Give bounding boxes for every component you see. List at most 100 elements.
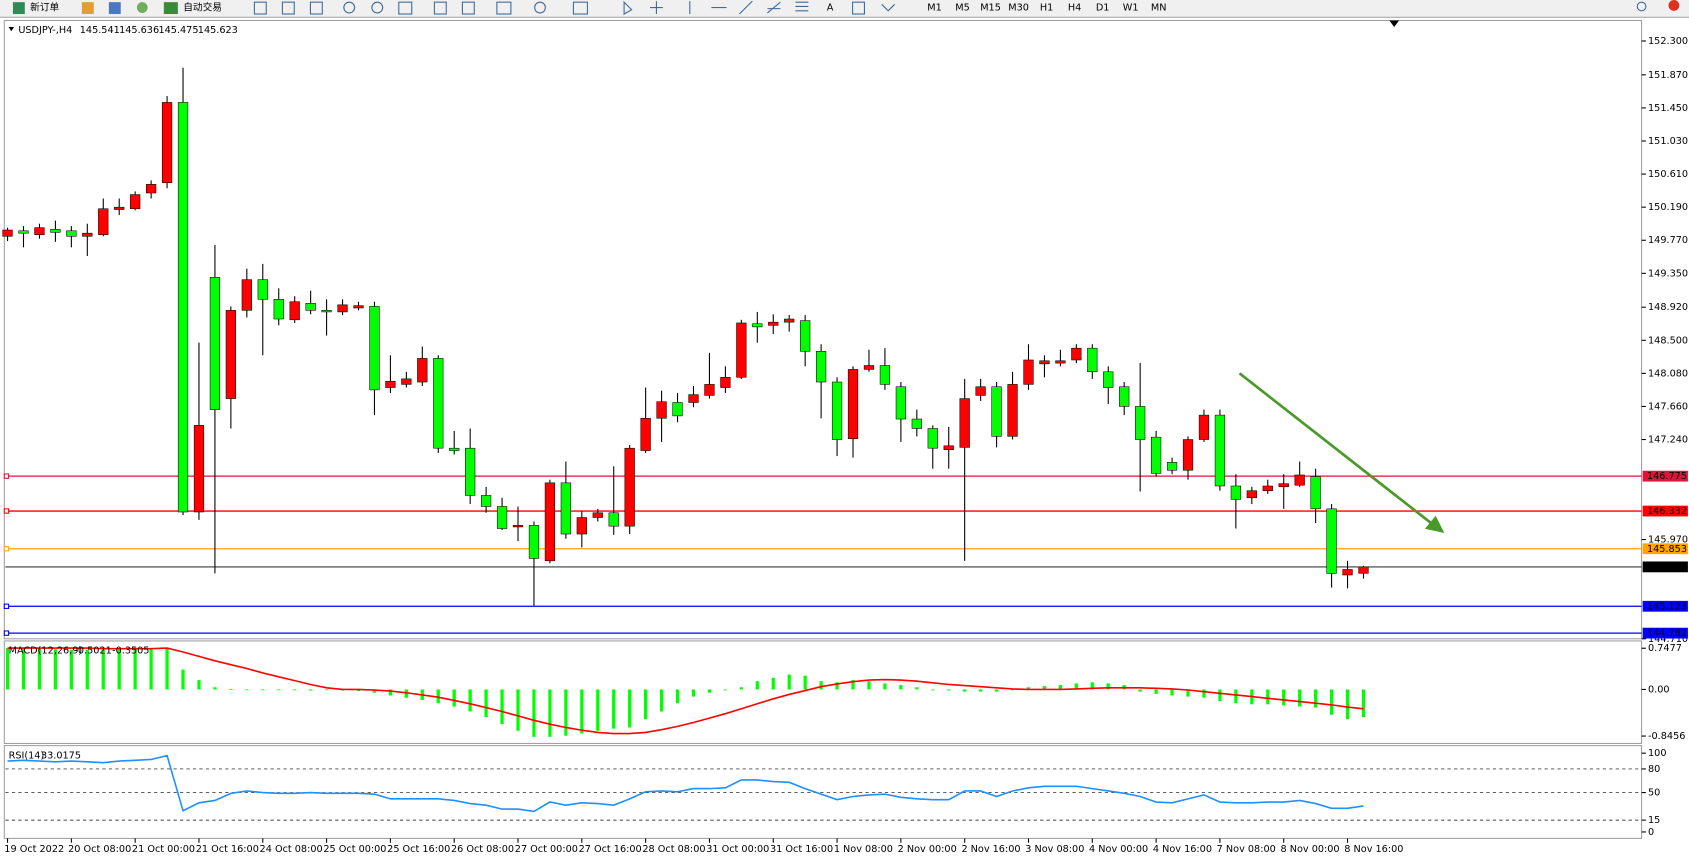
candle-body bbox=[1230, 485, 1241, 500]
candle-body bbox=[1150, 436, 1162, 474]
arrows-button[interactable] bbox=[881, 3, 896, 12]
y-tick-label: 0.00 bbox=[1648, 684, 1670, 695]
macd-bar bbox=[755, 681, 759, 690]
timeframe-button[interactable]: W1 bbox=[1123, 3, 1139, 14]
macd-bar bbox=[5, 648, 10, 690]
macd-bar bbox=[612, 689, 616, 729]
channel-button[interactable] bbox=[767, 1, 781, 14]
periods-button[interactable] bbox=[534, 1, 546, 14]
macd-bar bbox=[197, 680, 201, 690]
level-handle bbox=[3, 473, 10, 479]
macd-bar bbox=[644, 689, 648, 720]
indicators-button[interactable] bbox=[496, 1, 512, 15]
macd-bar bbox=[994, 689, 999, 692]
timeframe-button[interactable]: H1 bbox=[1040, 3, 1053, 14]
auto-trading-button[interactable]: 自动交易 bbox=[183, 1, 222, 14]
indicator-value: -0.3505 bbox=[112, 646, 149, 657]
candle-body bbox=[1214, 414, 1226, 487]
macd-bar bbox=[1361, 689, 1366, 718]
autoscroll-button[interactable] bbox=[433, 1, 447, 15]
trendline-button[interactable] bbox=[739, 0, 753, 15]
candle-body bbox=[1262, 485, 1273, 491]
search-button[interactable] bbox=[1636, 1, 1647, 12]
level-handle bbox=[3, 546, 10, 552]
candle-body bbox=[608, 512, 619, 527]
x-tick-label: 3 Nov 08:00 bbox=[1025, 844, 1084, 855]
new-order-button[interactable]: 新订单 bbox=[30, 1, 59, 14]
macd-bar bbox=[165, 647, 169, 690]
candle-body bbox=[1326, 508, 1337, 574]
label-button[interactable] bbox=[852, 1, 865, 15]
toolbar-icon[interactable] bbox=[136, 2, 148, 13]
candle-body bbox=[560, 482, 571, 535]
candle-body bbox=[66, 230, 77, 237]
x-tick-label: 25 Oct 16:00 bbox=[387, 844, 450, 855]
timeframe-button[interactable]: M5 bbox=[955, 3, 970, 14]
macd-bar bbox=[803, 675, 807, 690]
candle-body bbox=[847, 369, 859, 440]
crosshair-button[interactable] bbox=[649, 1, 663, 15]
level-price-label: 144.782 bbox=[1647, 628, 1687, 639]
line-chart-button[interactable] bbox=[309, 1, 323, 15]
macd-bar bbox=[1298, 689, 1302, 707]
tile-button[interactable] bbox=[398, 1, 413, 15]
candle-body bbox=[1182, 439, 1194, 471]
macd-bar bbox=[1026, 687, 1031, 690]
level-price-label: 146.332 bbox=[1647, 506, 1687, 517]
candle-body bbox=[831, 381, 843, 440]
macd-bar bbox=[899, 685, 903, 690]
templates-button[interactable] bbox=[572, 1, 588, 15]
toolbar bbox=[0, 0, 1689, 18]
zoom-out-button[interactable] bbox=[371, 1, 384, 14]
candle-chart-button[interactable] bbox=[281, 1, 295, 15]
candle-body bbox=[1166, 462, 1178, 471]
timeframe-button[interactable]: M30 bbox=[1008, 3, 1029, 14]
level-price-box bbox=[1642, 470, 1688, 482]
new-order-icon[interactable] bbox=[12, 2, 25, 15]
timeframe-button[interactable]: M1 bbox=[927, 3, 942, 14]
timeframe-button[interactable]: D1 bbox=[1096, 3, 1110, 14]
y-tick-label: 149.770 bbox=[1648, 235, 1688, 246]
y-tick-label: 148.500 bbox=[1648, 335, 1688, 346]
candle-body bbox=[1055, 360, 1066, 364]
macd-bar bbox=[596, 689, 600, 731]
macd-bar bbox=[293, 689, 297, 691]
macd-bar bbox=[53, 649, 58, 690]
text-tool-button[interactable]: A bbox=[827, 3, 834, 14]
macd-bar bbox=[1186, 689, 1190, 697]
macd-bar bbox=[1154, 689, 1158, 694]
auto-trading-icon[interactable] bbox=[163, 2, 178, 15]
fibo-button[interactable] bbox=[795, 1, 809, 12]
notification-icon[interactable] bbox=[1668, 0, 1680, 11]
candle-body bbox=[736, 322, 747, 378]
zoom-in-button[interactable] bbox=[343, 1, 356, 14]
timeframe-button[interactable]: H4 bbox=[1068, 3, 1081, 14]
x-tick-label: 2 Nov 00:00 bbox=[898, 844, 957, 855]
toolbar-icon[interactable] bbox=[81, 2, 94, 15]
level-price-box bbox=[1642, 627, 1688, 639]
shift-button[interactable] bbox=[461, 1, 475, 15]
bar-chart-button[interactable] bbox=[253, 1, 267, 15]
toolbar-icon[interactable] bbox=[108, 2, 121, 15]
macd-bar bbox=[117, 648, 121, 690]
macd-bar bbox=[883, 683, 887, 690]
candle-body bbox=[768, 321, 779, 326]
candle-body bbox=[353, 305, 364, 309]
macd-bar bbox=[468, 689, 472, 712]
macd-bar bbox=[356, 689, 361, 692]
macd-bar bbox=[548, 689, 552, 737]
cursor-button[interactable] bbox=[623, 0, 633, 15]
macd-bar bbox=[835, 682, 839, 690]
timeframe-button[interactable]: MN bbox=[1151, 3, 1167, 14]
macd-bar bbox=[149, 648, 153, 690]
y-tick-label: 0.7477 bbox=[1648, 643, 1682, 654]
candle-body bbox=[528, 525, 540, 559]
timeframe-button[interactable]: M15 bbox=[980, 3, 1001, 14]
macd-bar bbox=[819, 681, 823, 690]
macd-bar bbox=[229, 688, 233, 690]
candle-body bbox=[289, 301, 300, 321]
macd-bar bbox=[739, 687, 743, 690]
main-panel bbox=[3, 19, 1643, 640]
macd-bar bbox=[707, 689, 712, 693]
macd-bar bbox=[245, 689, 249, 691]
